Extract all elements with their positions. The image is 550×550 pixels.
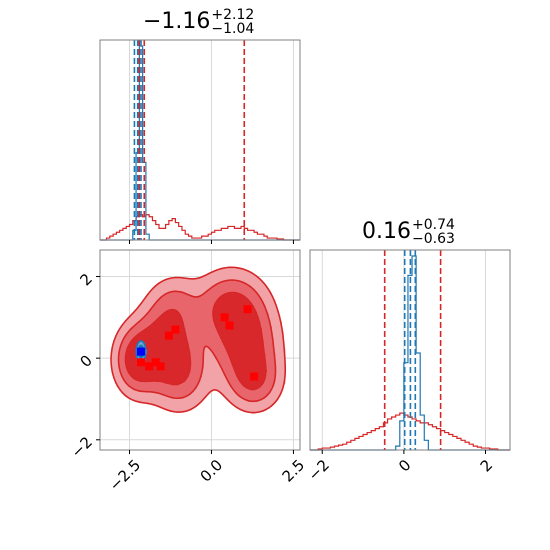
joint-red-point	[145, 362, 154, 371]
joint-red-point	[220, 313, 229, 322]
joint-red-point	[164, 331, 173, 340]
marginal-x-hist-red	[100, 214, 300, 241]
marginal-y-title: 0.16 +0.74 −0.63	[362, 218, 455, 246]
joint-red-point	[243, 305, 252, 314]
joint-y-tick-label: 2	[77, 270, 96, 289]
joint-x-tick-label: 0.0	[197, 456, 227, 486]
marginal-x-title-value: −1.16	[143, 9, 211, 34]
joint-blue-point	[136, 347, 145, 356]
joint-red-contour-1	[110, 266, 287, 414]
marginal-x-title: −1.16 +2.12 −1.04	[143, 8, 254, 36]
joint-contour-panel: −2.5 0.0 2.5 −2 0 2	[68, 249, 309, 495]
marginal-y-hist-red	[310, 412, 510, 451]
marginal-y-title-value: 0.16	[362, 219, 411, 244]
joint-red-point	[171, 325, 180, 334]
marginal-y-tick-label: −2	[305, 456, 333, 484]
joint-red-point	[136, 358, 145, 367]
marginal-x-panel	[99, 39, 301, 244]
joint-x-tick-label: 2.5	[279, 456, 309, 486]
marginal-y-frame	[309, 249, 511, 451]
joint-y-tick-label: −2	[68, 433, 96, 461]
joint-frame	[99, 249, 301, 451]
joint-red-point	[225, 321, 234, 330]
marginal-x-frame	[99, 39, 301, 241]
joint-red-contour-2	[117, 279, 277, 403]
marginal-x-title-upper: +2.12	[211, 7, 255, 23]
joint-x-tick-label: −2.5	[106, 456, 144, 494]
joint-red-point	[250, 372, 259, 381]
marginal-y-title-lower: −0.63	[411, 231, 455, 247]
marginal-y-tick-label: 2	[477, 456, 496, 475]
joint-red-point	[151, 358, 160, 367]
marginal-y-title-upper: +0.74	[411, 217, 455, 233]
marginal-y-panel: −2 0 2	[305, 249, 511, 484]
marginal-x-title-lower: −1.04	[211, 21, 255, 37]
joint-red-point	[156, 362, 165, 371]
joint-plot-area	[100, 250, 300, 450]
marginal-y-tick-label: 0	[395, 456, 414, 475]
joint-y-tick-label: 0	[77, 351, 96, 370]
joint-red-contour-3	[124, 291, 267, 391]
